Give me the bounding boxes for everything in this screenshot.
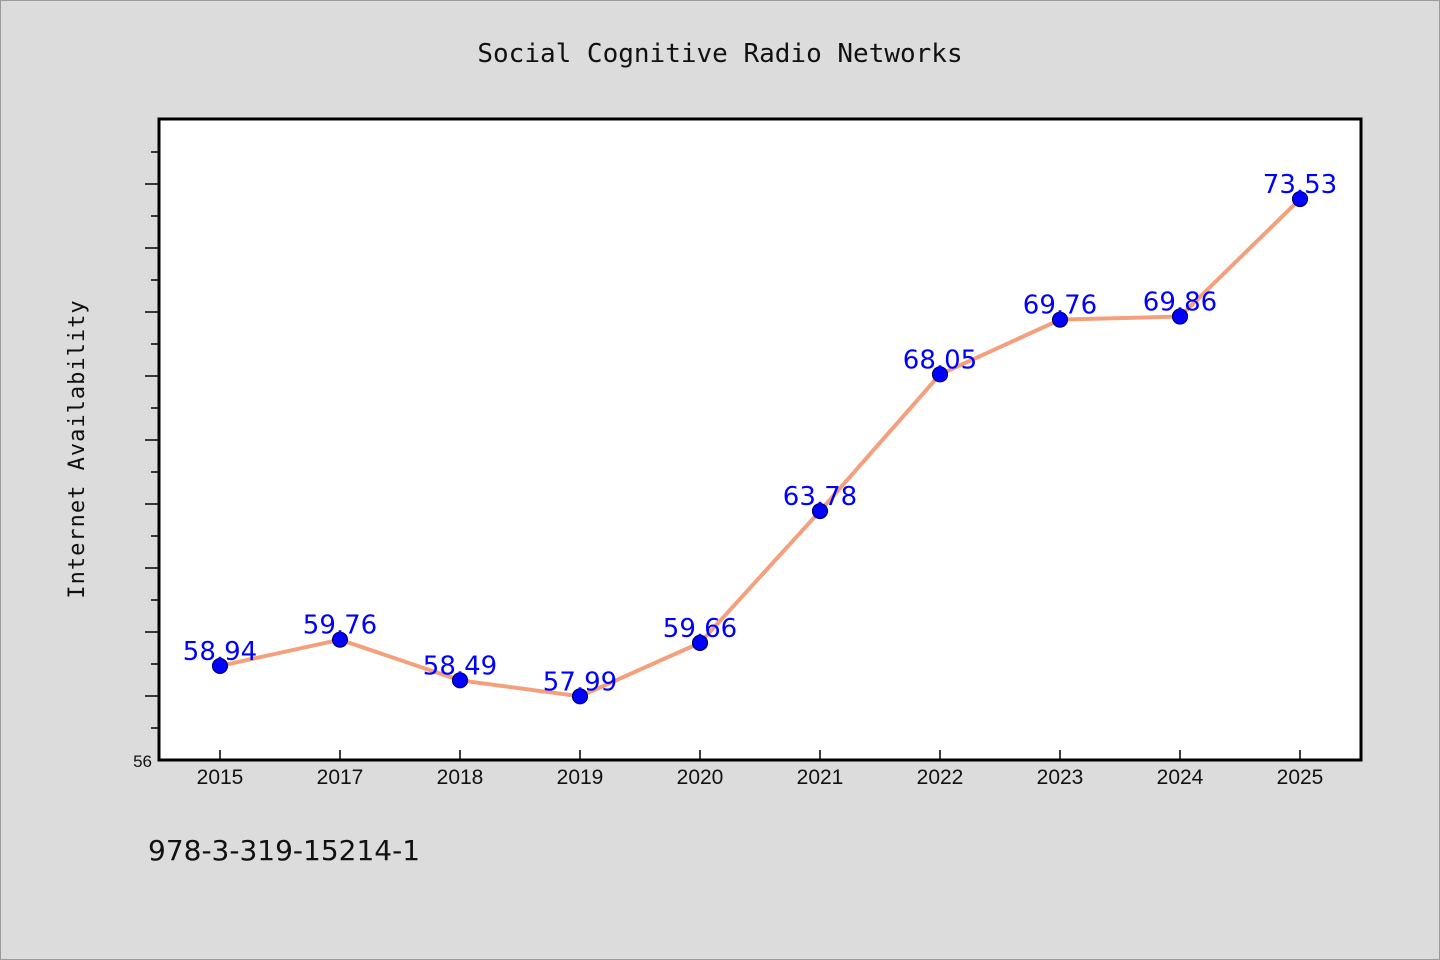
x-tick-label: 2020 bbox=[677, 766, 724, 789]
data-point-marker bbox=[1051, 311, 1069, 328]
data-point-label: 59.66 bbox=[663, 614, 737, 644]
x-axis-ticks: 2015 2017 2018 2019 2020 2021 2022 2023 2024 2025 bbox=[197, 750, 1324, 789]
data-point-label: 73.53 bbox=[1263, 170, 1337, 200]
series-line bbox=[218, 197, 1302, 699]
data-point-marker bbox=[451, 672, 469, 689]
footer-code: 978-3-319-15214-1 bbox=[148, 834, 421, 867]
data-point-label: 58.94 bbox=[183, 637, 257, 667]
data-point-label: 57.99 bbox=[543, 667, 617, 697]
data-markers bbox=[211, 190, 1309, 705]
y-axis-label: Internet Availability bbox=[65, 299, 90, 598]
data-point-marker bbox=[691, 634, 709, 651]
x-tick-label: 2025 bbox=[1277, 766, 1324, 789]
plot-area bbox=[157, 117, 1363, 762]
data-labels: 58.94 59.76 58.49 57.99 59.66 63.78 68.05 69.76… bbox=[183, 170, 1337, 697]
x-tick-label: 2024 bbox=[1157, 766, 1204, 789]
data-point-label: 59.76 bbox=[303, 611, 377, 641]
data-point-label: 69.86 bbox=[1143, 287, 1217, 317]
data-point-marker bbox=[211, 657, 229, 675]
y-axis-min-label: 56 bbox=[133, 752, 152, 771]
data-point-marker bbox=[1291, 190, 1309, 208]
data-point-marker bbox=[571, 688, 589, 705]
chart-title: Social Cognitive Radio Networks bbox=[477, 39, 962, 69]
data-point-label: 69.76 bbox=[1023, 291, 1097, 321]
data-point-label: 58.49 bbox=[423, 651, 497, 681]
data-point-marker bbox=[931, 366, 949, 383]
data-point-marker bbox=[1171, 308, 1189, 325]
data-point-marker bbox=[331, 631, 349, 648]
x-tick-label: 2017 bbox=[317, 766, 364, 789]
x-tick-label: 2015 bbox=[197, 766, 244, 789]
x-tick-label: 2023 bbox=[1037, 766, 1084, 789]
x-tick-label: 2022 bbox=[917, 766, 964, 789]
x-tick-label: 2021 bbox=[797, 766, 844, 789]
y-axis-ticks bbox=[145, 151, 159, 729]
x-tick-label: 2019 bbox=[557, 766, 604, 789]
data-point-marker bbox=[811, 502, 829, 520]
data-point-label: 68.05 bbox=[903, 345, 977, 375]
data-point-label: 63.78 bbox=[783, 482, 857, 512]
x-tick-label: 2018 bbox=[437, 766, 484, 789]
